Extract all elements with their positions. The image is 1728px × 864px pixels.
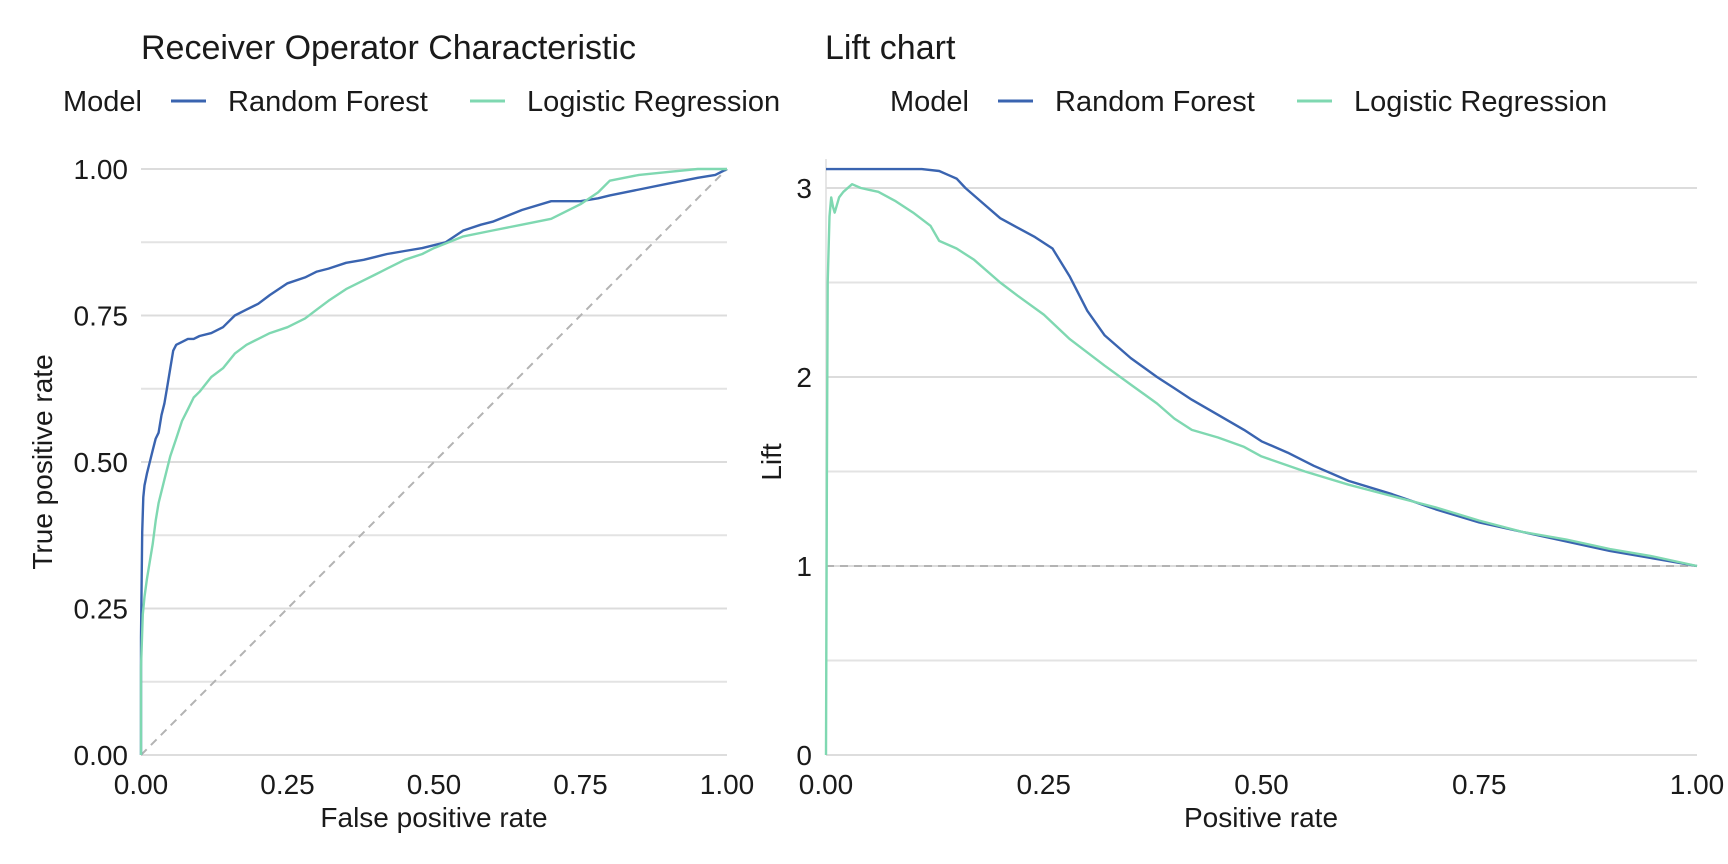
roc-x-axis-title: False positive rate <box>320 802 547 833</box>
lift-x-axis-title: Positive rate <box>1184 802 1338 833</box>
roc-y-tick-label: 0.25 <box>74 594 129 625</box>
lift-x-tick-label: 0.50 <box>1234 769 1289 800</box>
roc-panel: Receiver Operator Characteristic Model R… <box>27 29 780 833</box>
roc-series-random-forest <box>139 167 728 755</box>
lift-legend-title: Model <box>890 86 969 118</box>
lift-series-logistic-regression <box>824 183 1698 756</box>
roc-gridlines <box>141 168 727 756</box>
lift-y-tick-label: 1 <box>796 551 812 582</box>
lift-x-tick-label: 0.75 <box>1452 769 1507 800</box>
roc-chart-title: Receiver Operator Characteristic <box>141 29 636 67</box>
roc-y-tick-label: 0.75 <box>74 301 129 332</box>
lift-legend-label-logistic-regression: Logistic Regression <box>1354 86 1607 118</box>
roc-series <box>139 167 728 756</box>
roc-legend-title: Model <box>63 86 142 118</box>
lift-x-tick-label: 0.00 <box>799 769 854 800</box>
roc-series-logistic-regression <box>139 167 727 755</box>
roc-x-tick-label: 1.00 <box>700 769 755 800</box>
roc-y-tick-label: 0.00 <box>74 740 129 771</box>
lift-y-tick-label: 2 <box>796 362 812 393</box>
roc-x-tick-label: 0.75 <box>553 769 608 800</box>
roc-x-tick-label: 0.25 <box>260 769 315 800</box>
roc-x-tick-label: 0.00 <box>114 769 169 800</box>
lift-x-tick-label: 1.00 <box>1670 769 1725 800</box>
lift-tick-labels: 0 1 2 3 0.00 0.25 0.50 0.75 1.00 <box>796 173 1724 800</box>
roc-y-axis-title: True positive rate <box>27 354 58 569</box>
roc-legend-label-random-forest: Random Forest <box>228 86 428 118</box>
lift-y-tick-label: 0 <box>796 740 812 771</box>
roc-y-tick-label: 0.50 <box>74 447 129 478</box>
lift-series <box>824 167 1698 756</box>
lift-panel: Lift chart Model Random Forest Logistic … <box>756 29 1724 833</box>
lift-legend-label-random-forest: Random Forest <box>1055 86 1255 118</box>
lift-chart-title: Lift chart <box>825 29 956 67</box>
roc-legend-label-logistic-regression: Logistic Regression <box>527 86 780 118</box>
roc-y-tick-label: 1.00 <box>74 154 129 185</box>
roc-tick-labels: 0.00 0.25 0.50 0.75 1.00 0.00 0.25 0.50 0.75 1.00 <box>74 154 755 800</box>
lift-y-tick-label: 3 <box>796 173 812 204</box>
lift-y-axis-title: Lift <box>756 443 787 481</box>
roc-reference-line <box>140 168 728 756</box>
lift-x-tick-label: 0.25 <box>1017 769 1072 800</box>
lift-series-random-forest <box>826 167 1698 568</box>
roc-x-tick-label: 0.50 <box>407 769 462 800</box>
